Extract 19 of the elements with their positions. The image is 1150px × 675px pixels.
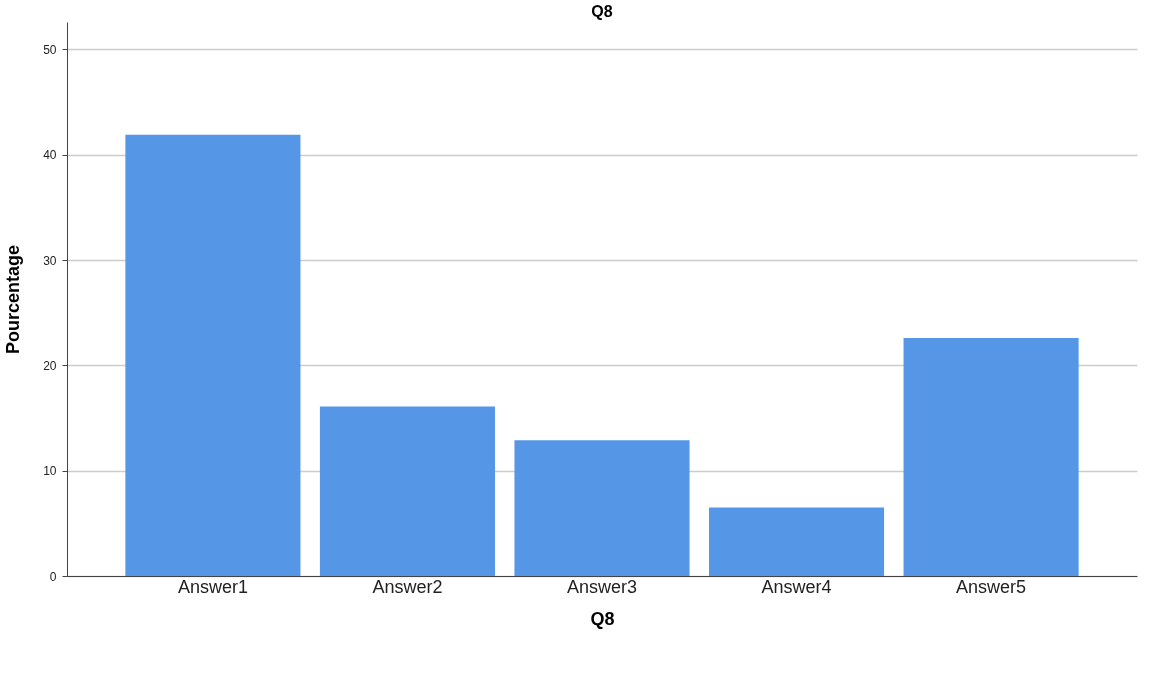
y-tick-label: 40 — [43, 148, 57, 163]
x-tick-label: Answer3 — [566, 576, 638, 597]
x-tick-label: Answer4 — [761, 576, 832, 597]
x-tick-label: Answer1 — [177, 576, 248, 597]
bar — [903, 337, 1079, 576]
y-tick-label: 10 — [43, 464, 57, 479]
y-tick-label: 30 — [43, 253, 57, 268]
bar — [514, 440, 690, 576]
y-axis-title: Pourcentage — [3, 244, 24, 355]
y-tick-label: 20 — [43, 358, 57, 373]
y-tick-label: 0 — [49, 569, 57, 584]
x-axis-title: Q8 — [590, 608, 615, 629]
bar — [319, 406, 495, 576]
bar — [125, 134, 301, 576]
chart-title: Q8 — [591, 3, 613, 20]
x-tick-label: Answer2 — [372, 576, 443, 597]
x-tick-label: Answer5 — [956, 576, 1027, 597]
y-tick-label: 50 — [43, 42, 57, 57]
bar — [709, 507, 885, 576]
